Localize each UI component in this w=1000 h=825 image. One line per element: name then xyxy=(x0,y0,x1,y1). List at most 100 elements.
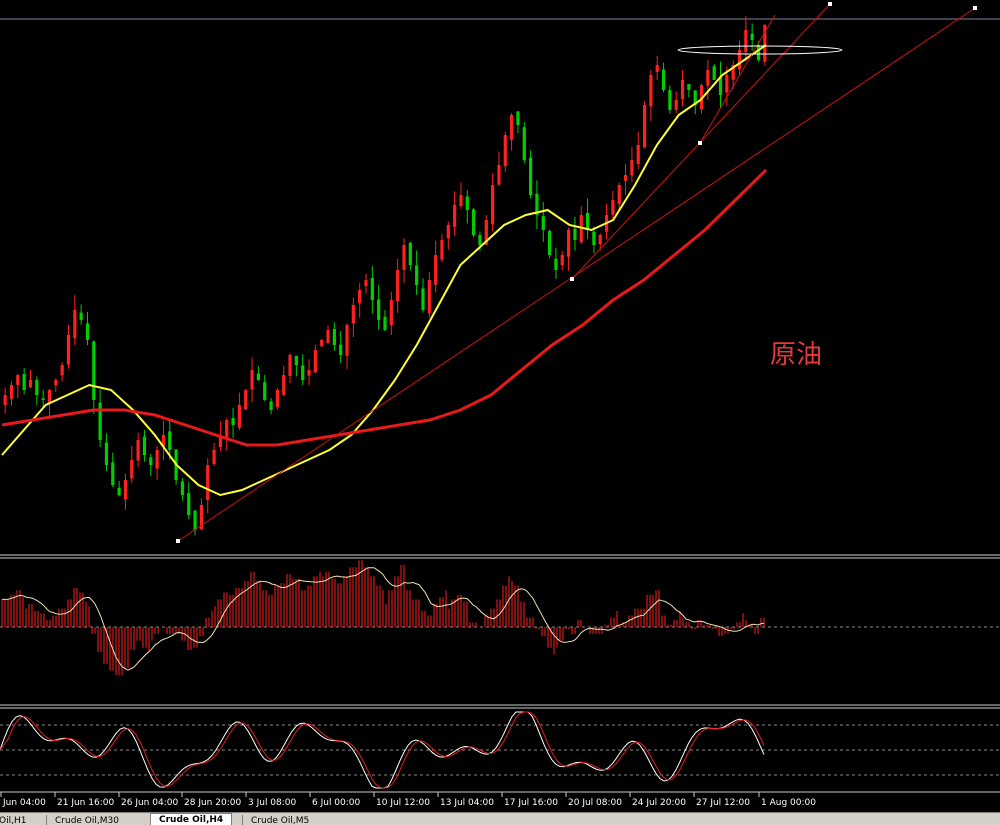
candle-body xyxy=(712,66,716,80)
candle-body xyxy=(9,385,14,399)
candle-body xyxy=(364,280,368,287)
x-tick-label: 27 Jul 12:00 xyxy=(696,798,750,808)
candle-body xyxy=(491,185,495,225)
x-tick-label: 21 Jun 16:00 xyxy=(57,798,114,808)
candle-body xyxy=(529,157,533,195)
x-tick-label: Jun 04:00 xyxy=(2,798,46,808)
trendline-anchor xyxy=(176,539,180,543)
candle-body xyxy=(725,75,729,93)
x-axis: Jun 04:00 21 Jun 16:00 26 Jun 04:00 28 Jun … xyxy=(0,792,816,808)
candle-body xyxy=(585,212,590,230)
candle-body xyxy=(345,325,349,356)
candle-body xyxy=(263,382,267,400)
candle-body xyxy=(98,402,102,440)
candle-body xyxy=(60,365,64,376)
candle-body xyxy=(294,355,298,365)
candle-body xyxy=(497,165,501,185)
candle-body xyxy=(693,90,697,105)
candle-body xyxy=(427,280,431,313)
candle-body xyxy=(440,240,444,260)
candle-body xyxy=(421,288,425,310)
candle-body xyxy=(465,196,469,210)
candle-body xyxy=(737,50,742,70)
candle-body xyxy=(187,493,191,515)
candle-body xyxy=(370,277,374,300)
candle-body xyxy=(3,395,7,405)
candle-body xyxy=(718,76,723,95)
candle-body xyxy=(649,75,653,107)
candle-body xyxy=(750,33,754,40)
tab-crude-oil-h4[interactable]: Crude Oil,H4 xyxy=(150,813,233,825)
tab-crude-oil-m5[interactable]: Crude Oil,M5 xyxy=(242,815,317,825)
candle-body xyxy=(687,84,691,90)
candle-body xyxy=(288,355,292,376)
chart-annotation: 原油 xyxy=(770,340,822,370)
candle-body xyxy=(516,111,520,125)
candle-body xyxy=(472,209,476,235)
candle-body xyxy=(22,374,26,390)
x-tick-label: 13 Jul 04:00 xyxy=(440,798,494,808)
candle-body xyxy=(149,457,153,465)
candle-body xyxy=(16,375,20,385)
x-tick-label: 6 Jul 00:00 xyxy=(312,798,361,808)
candle-body xyxy=(180,481,185,495)
candle-body xyxy=(35,380,39,395)
trendlines-group xyxy=(176,2,977,543)
candle-body xyxy=(434,255,438,285)
trendline-anchor xyxy=(973,6,977,10)
stochastic-signal-line xyxy=(0,711,765,789)
stochastic-panel xyxy=(0,711,1000,789)
candle-body xyxy=(225,420,229,440)
candle-body xyxy=(256,373,260,380)
ma-slow-line xyxy=(1,168,768,447)
candle-body xyxy=(547,230,552,255)
candle-body xyxy=(351,305,355,324)
candle-body xyxy=(313,350,317,373)
candle-body xyxy=(617,185,621,205)
candle-body xyxy=(92,341,96,400)
candle-body xyxy=(573,228,577,240)
candle-body xyxy=(244,390,248,410)
candle-body xyxy=(54,380,58,386)
macd-signal-line xyxy=(2,567,765,671)
candle-body xyxy=(320,340,324,347)
candle-body xyxy=(275,390,279,408)
candle-body xyxy=(66,335,71,365)
tab-oil-h1[interactable]: Oil,H1 xyxy=(0,815,34,825)
candles-group xyxy=(3,15,767,536)
candle-body xyxy=(231,418,235,425)
candle-body xyxy=(339,344,343,355)
tab-bar: Oil,H1 Crude Oil,M30 Crude Oil,H4 Crude … xyxy=(0,812,1000,825)
macd-panel xyxy=(0,560,1000,676)
candle-body xyxy=(161,435,166,447)
candle-body xyxy=(237,405,241,428)
candle-body xyxy=(453,205,457,227)
candle-body xyxy=(383,316,387,330)
candle-body xyxy=(731,65,735,80)
candle-body xyxy=(212,450,216,465)
candle-body xyxy=(396,270,400,302)
candle-body xyxy=(408,242,412,265)
candle-body xyxy=(763,25,767,62)
ma-fast-line xyxy=(1,44,767,497)
candle-body xyxy=(592,231,596,245)
candle-body xyxy=(301,365,305,380)
tab-crude-oil-m30[interactable]: Crude Oil,M30 xyxy=(46,815,127,825)
candle-body xyxy=(415,265,419,285)
candle-body xyxy=(136,440,140,461)
candle-body xyxy=(674,100,678,110)
candle-body xyxy=(756,44,761,60)
candle-body xyxy=(510,115,514,140)
candle-body xyxy=(706,70,710,86)
x-tick-label: 24 Jul 20:00 xyxy=(632,798,686,808)
candle-body xyxy=(623,175,628,181)
candle-body xyxy=(484,220,488,245)
candle-body xyxy=(123,480,128,500)
candle-body xyxy=(218,435,223,448)
candle-body xyxy=(332,328,336,345)
candle-body xyxy=(522,127,526,160)
candle-body xyxy=(377,299,381,320)
candle-body xyxy=(598,235,602,245)
candle-body xyxy=(85,323,90,340)
